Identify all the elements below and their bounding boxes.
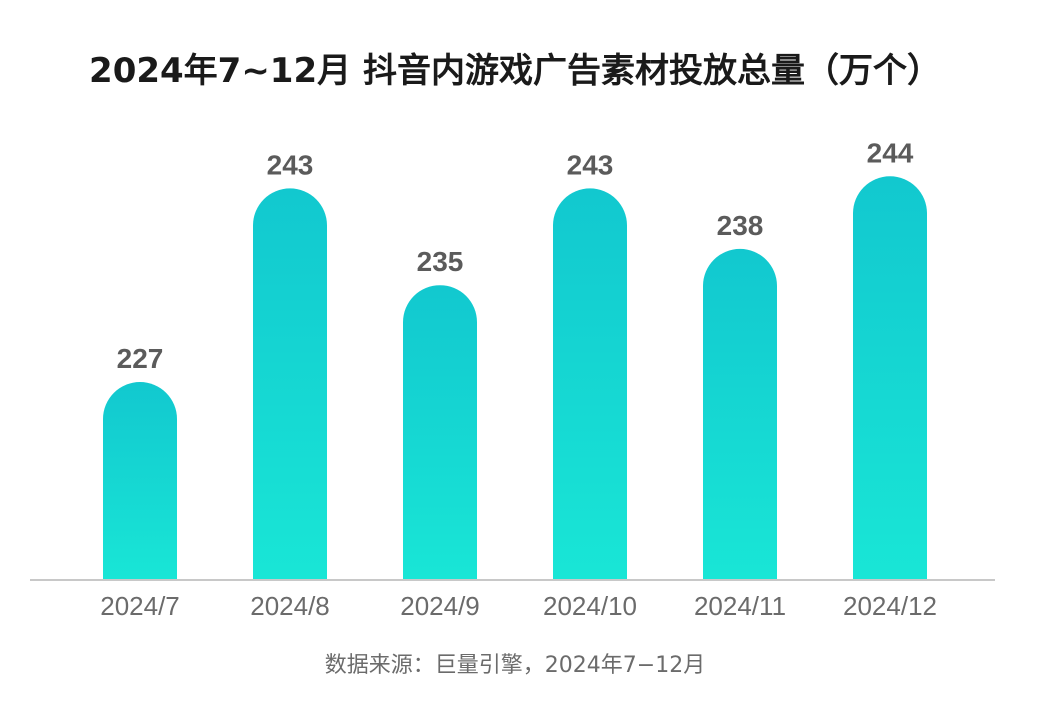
value-label: 235 <box>417 246 464 277</box>
bar-2024-7 <box>103 382 177 580</box>
value-label: 238 <box>717 210 764 241</box>
source-note: 数据来源：巨量引擎，2024年7−12月 <box>325 653 705 678</box>
bar-2024-8 <box>253 188 327 580</box>
chart-title: 2024年7~12月 抖音内游戏广告素材投放总量（万个） <box>89 51 941 91</box>
value-label: 243 <box>567 149 614 180</box>
x-tick-label: 2024/8 <box>250 591 330 621</box>
bar-2024-10 <box>553 188 627 580</box>
bar-2024-12 <box>853 176 927 581</box>
x-tick-label: 2024/12 <box>843 591 937 621</box>
x-tick-label: 2024/9 <box>400 591 480 621</box>
value-label: 243 <box>267 149 314 180</box>
value-label: 227 <box>117 343 164 374</box>
value-label: 244 <box>867 137 914 168</box>
bars-group: 227 243 235 243 238 244 <box>103 137 927 581</box>
bar-2024-9 <box>403 285 478 580</box>
x-tick-label: 2024/11 <box>694 591 786 621</box>
x-tick-label: 2024/7 <box>100 591 180 621</box>
x-tick-label: 2024/10 <box>543 591 637 621</box>
bar-2024-11 <box>703 248 777 580</box>
x-axis-ticks: 2024/7 2024/8 2024/9 2024/10 2024/11 2024/12 <box>100 591 937 621</box>
